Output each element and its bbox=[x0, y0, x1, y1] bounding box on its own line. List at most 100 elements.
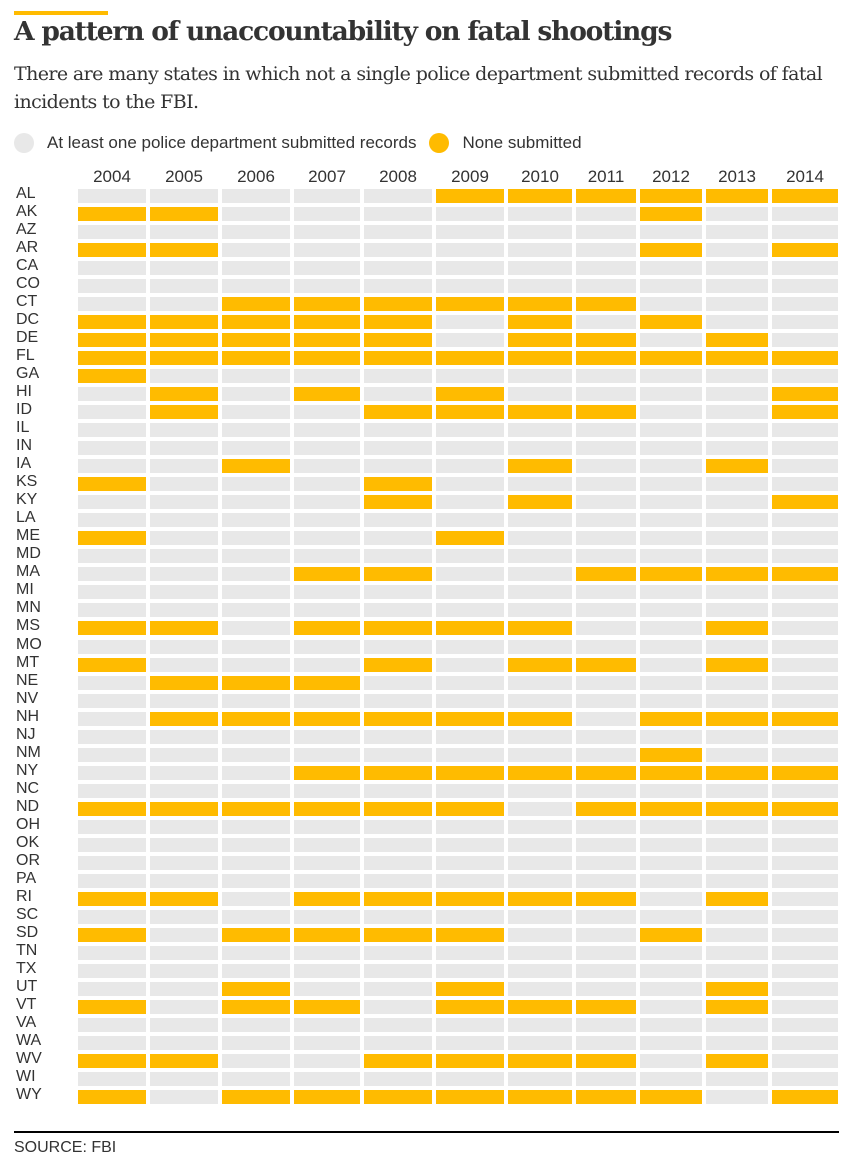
heatmap-cell-va-2007 bbox=[294, 1018, 360, 1032]
heatmap-cell-ia-2009 bbox=[436, 459, 504, 473]
heatmap-cell-ny-2011 bbox=[576, 766, 636, 780]
heatmap-cell-wv-2011 bbox=[576, 1054, 636, 1068]
heatmap-cell-ga-2006 bbox=[222, 369, 290, 383]
heatmap-cell-ky-2004 bbox=[78, 495, 146, 509]
heatmap-cell-va-2008 bbox=[364, 1018, 432, 1032]
heatmap-cell-la-2005 bbox=[150, 513, 218, 527]
y-tick-label: MS bbox=[16, 617, 40, 634]
heatmap-cell-wa-2004 bbox=[78, 1036, 146, 1050]
legend-label-submitted: At least one police department submitted… bbox=[47, 133, 417, 152]
heatmap-cell-me-2006 bbox=[222, 531, 290, 545]
heatmap-cell-az-2008 bbox=[364, 225, 432, 239]
heatmap-cell-md-2004 bbox=[78, 549, 146, 563]
heatmap-cell-wv-2014 bbox=[772, 1054, 838, 1068]
heatmap-cell-ia-2011 bbox=[576, 459, 636, 473]
heatmap-cell-ny-2014 bbox=[772, 766, 838, 780]
heatmap-cell-or-2004 bbox=[78, 856, 146, 870]
heatmap-cell-in-2004 bbox=[78, 441, 146, 455]
y-tick-label: OK bbox=[16, 834, 40, 851]
heatmap-cell-ct-2010 bbox=[508, 297, 572, 311]
heatmap-cell-nm-2013 bbox=[706, 748, 768, 762]
heatmap-cell-ar-2006 bbox=[222, 243, 290, 257]
heatmap-cell-nm-2010 bbox=[508, 748, 572, 762]
heatmap-cell-mi-2007 bbox=[294, 585, 360, 599]
heatmap-cell-la-2013 bbox=[706, 513, 768, 527]
heatmap-cell-ia-2008 bbox=[364, 459, 432, 473]
heatmap-cell-co-2014 bbox=[772, 279, 838, 293]
heatmap-cell-dc-2010 bbox=[508, 315, 572, 329]
heatmap-cell-pa-2013 bbox=[706, 874, 768, 888]
heatmap-cell-il-2004 bbox=[78, 423, 146, 437]
y-tick-label: ID bbox=[16, 401, 32, 418]
heatmap-cell-ct-2004 bbox=[78, 297, 146, 311]
heatmap-cell-ky-2008 bbox=[364, 495, 432, 509]
heatmap-cell-mn-2014 bbox=[772, 603, 838, 617]
heatmap-cell-ma-2014 bbox=[772, 567, 838, 581]
heatmap-cell-vt-2004 bbox=[78, 1000, 146, 1014]
y-tick-label: NE bbox=[16, 672, 39, 689]
heatmap-cell-ks-2008 bbox=[364, 477, 432, 491]
heatmap-cell-fl-2007 bbox=[294, 351, 360, 365]
y-tick-label: PA bbox=[16, 870, 37, 887]
heatmap-cell-ct-2009 bbox=[436, 297, 504, 311]
heatmap-cell-ct-2011 bbox=[576, 297, 636, 311]
heatmap-cell-id-2013 bbox=[706, 405, 768, 419]
heatmap-cell-tx-2013 bbox=[706, 964, 768, 978]
y-tick-label: LA bbox=[16, 509, 36, 526]
heatmap-cell-ks-2011 bbox=[576, 477, 636, 491]
heatmap-cell-az-2011 bbox=[576, 225, 636, 239]
heatmap-cell-mn-2012 bbox=[640, 603, 702, 617]
heatmap-cell-oh-2004 bbox=[78, 820, 146, 834]
heatmap-cell-sc-2005 bbox=[150, 910, 218, 924]
heatmap-cell-pa-2009 bbox=[436, 874, 504, 888]
y-tick-label: AK bbox=[16, 203, 38, 220]
y-tick-label: CT bbox=[16, 293, 38, 310]
heatmap-cell-ct-2008 bbox=[364, 297, 432, 311]
heatmap-cell-mn-2006 bbox=[222, 603, 290, 617]
heatmap-cell-ri-2013 bbox=[706, 892, 768, 906]
heatmap-cell-ky-2011 bbox=[576, 495, 636, 509]
x-tick-label: 2006 bbox=[237, 167, 275, 186]
y-tick-label: OR bbox=[16, 852, 40, 869]
heatmap-cell-mo-2009 bbox=[436, 640, 504, 654]
heatmap-cell-wa-2007 bbox=[294, 1036, 360, 1050]
heatmap-cell-nh-2006 bbox=[222, 712, 290, 726]
heatmap-cell-nc-2008 bbox=[364, 784, 432, 798]
heatmap-cell-id-2008 bbox=[364, 405, 432, 419]
heatmap-cell-ct-2007 bbox=[294, 297, 360, 311]
heatmap-cell-in-2009 bbox=[436, 441, 504, 455]
y-tick-label: VA bbox=[16, 1014, 37, 1031]
heatmap-cell-mt-2009 bbox=[436, 658, 504, 672]
heatmap-cell-wv-2006 bbox=[222, 1054, 290, 1068]
heatmap-cell-de-2013 bbox=[706, 333, 768, 347]
heatmap-cell-mn-2004 bbox=[78, 603, 146, 617]
heatmap-cell-il-2005 bbox=[150, 423, 218, 437]
heatmap-cell-ne-2012 bbox=[640, 676, 702, 690]
y-tick-label: SC bbox=[16, 906, 39, 923]
heatmap-cell-ks-2012 bbox=[640, 477, 702, 491]
heatmap-cell-nj-2005 bbox=[150, 730, 218, 744]
heatmap-cell-id-2006 bbox=[222, 405, 290, 419]
heatmap-cell-ny-2007 bbox=[294, 766, 360, 780]
heatmap-cell-wy-2009 bbox=[436, 1090, 504, 1104]
heatmap-cell-hi-2010 bbox=[508, 387, 572, 401]
heatmap-cell-ia-2012 bbox=[640, 459, 702, 473]
legend-label-none-submitted: None submitted bbox=[462, 133, 582, 152]
heatmap-cell-ms-2010 bbox=[508, 621, 572, 635]
heatmap-cell-or-2013 bbox=[706, 856, 768, 870]
heatmap-cell-mo-2012 bbox=[640, 640, 702, 654]
heatmap-cell-la-2004 bbox=[78, 513, 146, 527]
heatmap-cell-wi-2012 bbox=[640, 1072, 702, 1086]
heatmap-cell-wa-2008 bbox=[364, 1036, 432, 1050]
heatmap-cell-co-2012 bbox=[640, 279, 702, 293]
heatmap-cell-wa-2012 bbox=[640, 1036, 702, 1050]
heatmap-cell-nv-2009 bbox=[436, 694, 504, 708]
heatmap-cell-wv-2007 bbox=[294, 1054, 360, 1068]
x-tick-label: 2013 bbox=[718, 167, 756, 186]
y-tick-label: NY bbox=[16, 762, 39, 779]
heatmap-cell-fl-2009 bbox=[436, 351, 504, 365]
heatmap-cell-nm-2007 bbox=[294, 748, 360, 762]
heatmap-cell-ok-2004 bbox=[78, 838, 146, 852]
heatmap-cell-id-2010 bbox=[508, 405, 572, 419]
heatmap-cell-ma-2010 bbox=[508, 567, 572, 581]
